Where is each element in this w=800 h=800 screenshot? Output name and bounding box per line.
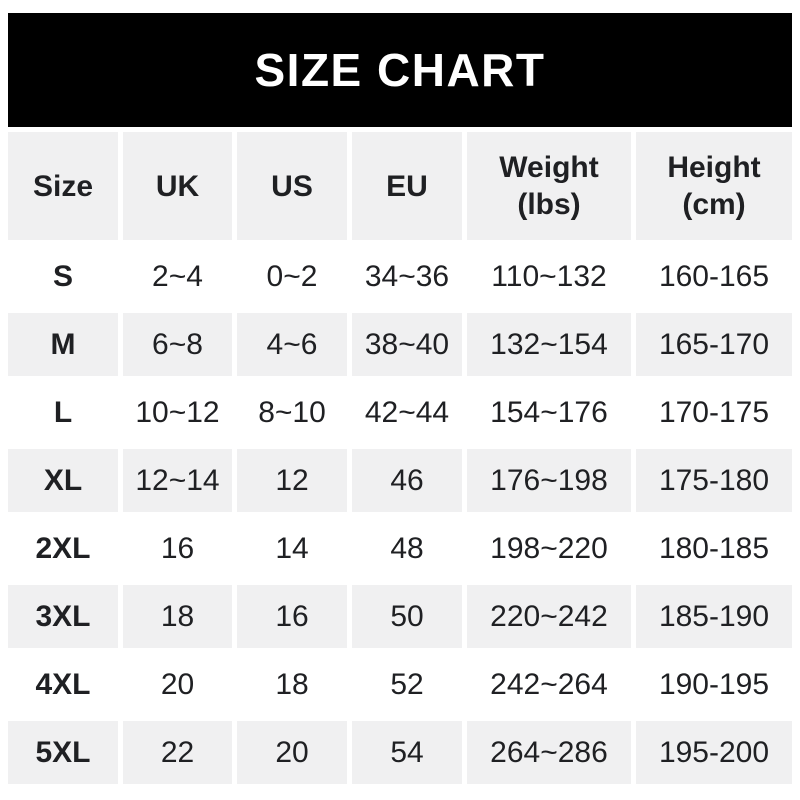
cell-uk: 20 bbox=[123, 653, 232, 716]
cell-us: 20 bbox=[237, 721, 347, 784]
header-label: Weight bbox=[499, 151, 599, 184]
cell-eu: 38~40 bbox=[352, 313, 462, 376]
cell-height: 170-175 bbox=[636, 381, 792, 444]
cell-uk: 2~4 bbox=[123, 245, 232, 308]
cell-height: 165-170 bbox=[636, 313, 792, 376]
cell-eu: 50 bbox=[352, 585, 462, 648]
cell-height: 175-180 bbox=[636, 449, 792, 512]
header-cell-uk: UK bbox=[123, 132, 232, 240]
cell-size: L bbox=[8, 381, 118, 444]
cell-us: 14 bbox=[237, 517, 347, 580]
header-cell-us: US bbox=[237, 132, 347, 240]
cell-uk: 18 bbox=[123, 585, 232, 648]
cell-us: 16 bbox=[237, 585, 347, 648]
cell-uk: 16 bbox=[123, 517, 232, 580]
cell-weight: 154~176 bbox=[467, 381, 631, 444]
cell-weight: 110~132 bbox=[467, 245, 631, 308]
header-cell-size: Size bbox=[8, 132, 118, 240]
header-sublabel: (cm) bbox=[682, 188, 746, 221]
cell-height: 160-165 bbox=[636, 245, 792, 308]
header-cell-eu: EU bbox=[352, 132, 462, 240]
cell-eu: 34~36 bbox=[352, 245, 462, 308]
cell-uk: 12~14 bbox=[123, 449, 232, 512]
cell-us: 0~2 bbox=[237, 245, 347, 308]
cell-uk: 6~8 bbox=[123, 313, 232, 376]
cell-size: 2XL bbox=[8, 517, 118, 580]
header-cell-weight: Weight (lbs) bbox=[467, 132, 631, 240]
cell-uk: 22 bbox=[123, 721, 232, 784]
cell-weight: 264~286 bbox=[467, 721, 631, 784]
cell-height: 190-195 bbox=[636, 653, 792, 716]
cell-weight: 242~264 bbox=[467, 653, 631, 716]
cell-weight: 132~154 bbox=[467, 313, 631, 376]
cell-eu: 46 bbox=[352, 449, 462, 512]
cell-us: 8~10 bbox=[237, 381, 347, 444]
cell-size: XL bbox=[8, 449, 118, 512]
cell-weight: 176~198 bbox=[467, 449, 631, 512]
cell-size: 3XL bbox=[8, 585, 118, 648]
cell-eu: 48 bbox=[352, 517, 462, 580]
cell-size: 5XL bbox=[8, 721, 118, 784]
cell-eu: 42~44 bbox=[352, 381, 462, 444]
cell-height: 185-190 bbox=[636, 585, 792, 648]
cell-height: 195-200 bbox=[636, 721, 792, 784]
cell-weight: 198~220 bbox=[467, 517, 631, 580]
header-sublabel: (lbs) bbox=[517, 188, 581, 221]
cell-eu: 54 bbox=[352, 721, 462, 784]
cell-us: 12 bbox=[237, 449, 347, 512]
cell-size: S bbox=[8, 245, 118, 308]
cell-us: 4~6 bbox=[237, 313, 347, 376]
cell-weight: 220~242 bbox=[467, 585, 631, 648]
size-table: Size UK US EU Weight (lbs) Height (cm) S… bbox=[8, 132, 792, 784]
cell-eu: 52 bbox=[352, 653, 462, 716]
cell-height: 180-185 bbox=[636, 517, 792, 580]
header-label: Height bbox=[667, 151, 761, 184]
page-title: SIZE CHART bbox=[254, 44, 546, 96]
header-cell-height: Height (cm) bbox=[636, 132, 792, 240]
cell-us: 18 bbox=[237, 653, 347, 716]
cell-uk: 10~12 bbox=[123, 381, 232, 444]
cell-size: 4XL bbox=[8, 653, 118, 716]
size-chart-banner: SIZE CHART bbox=[8, 13, 792, 127]
cell-size: M bbox=[8, 313, 118, 376]
